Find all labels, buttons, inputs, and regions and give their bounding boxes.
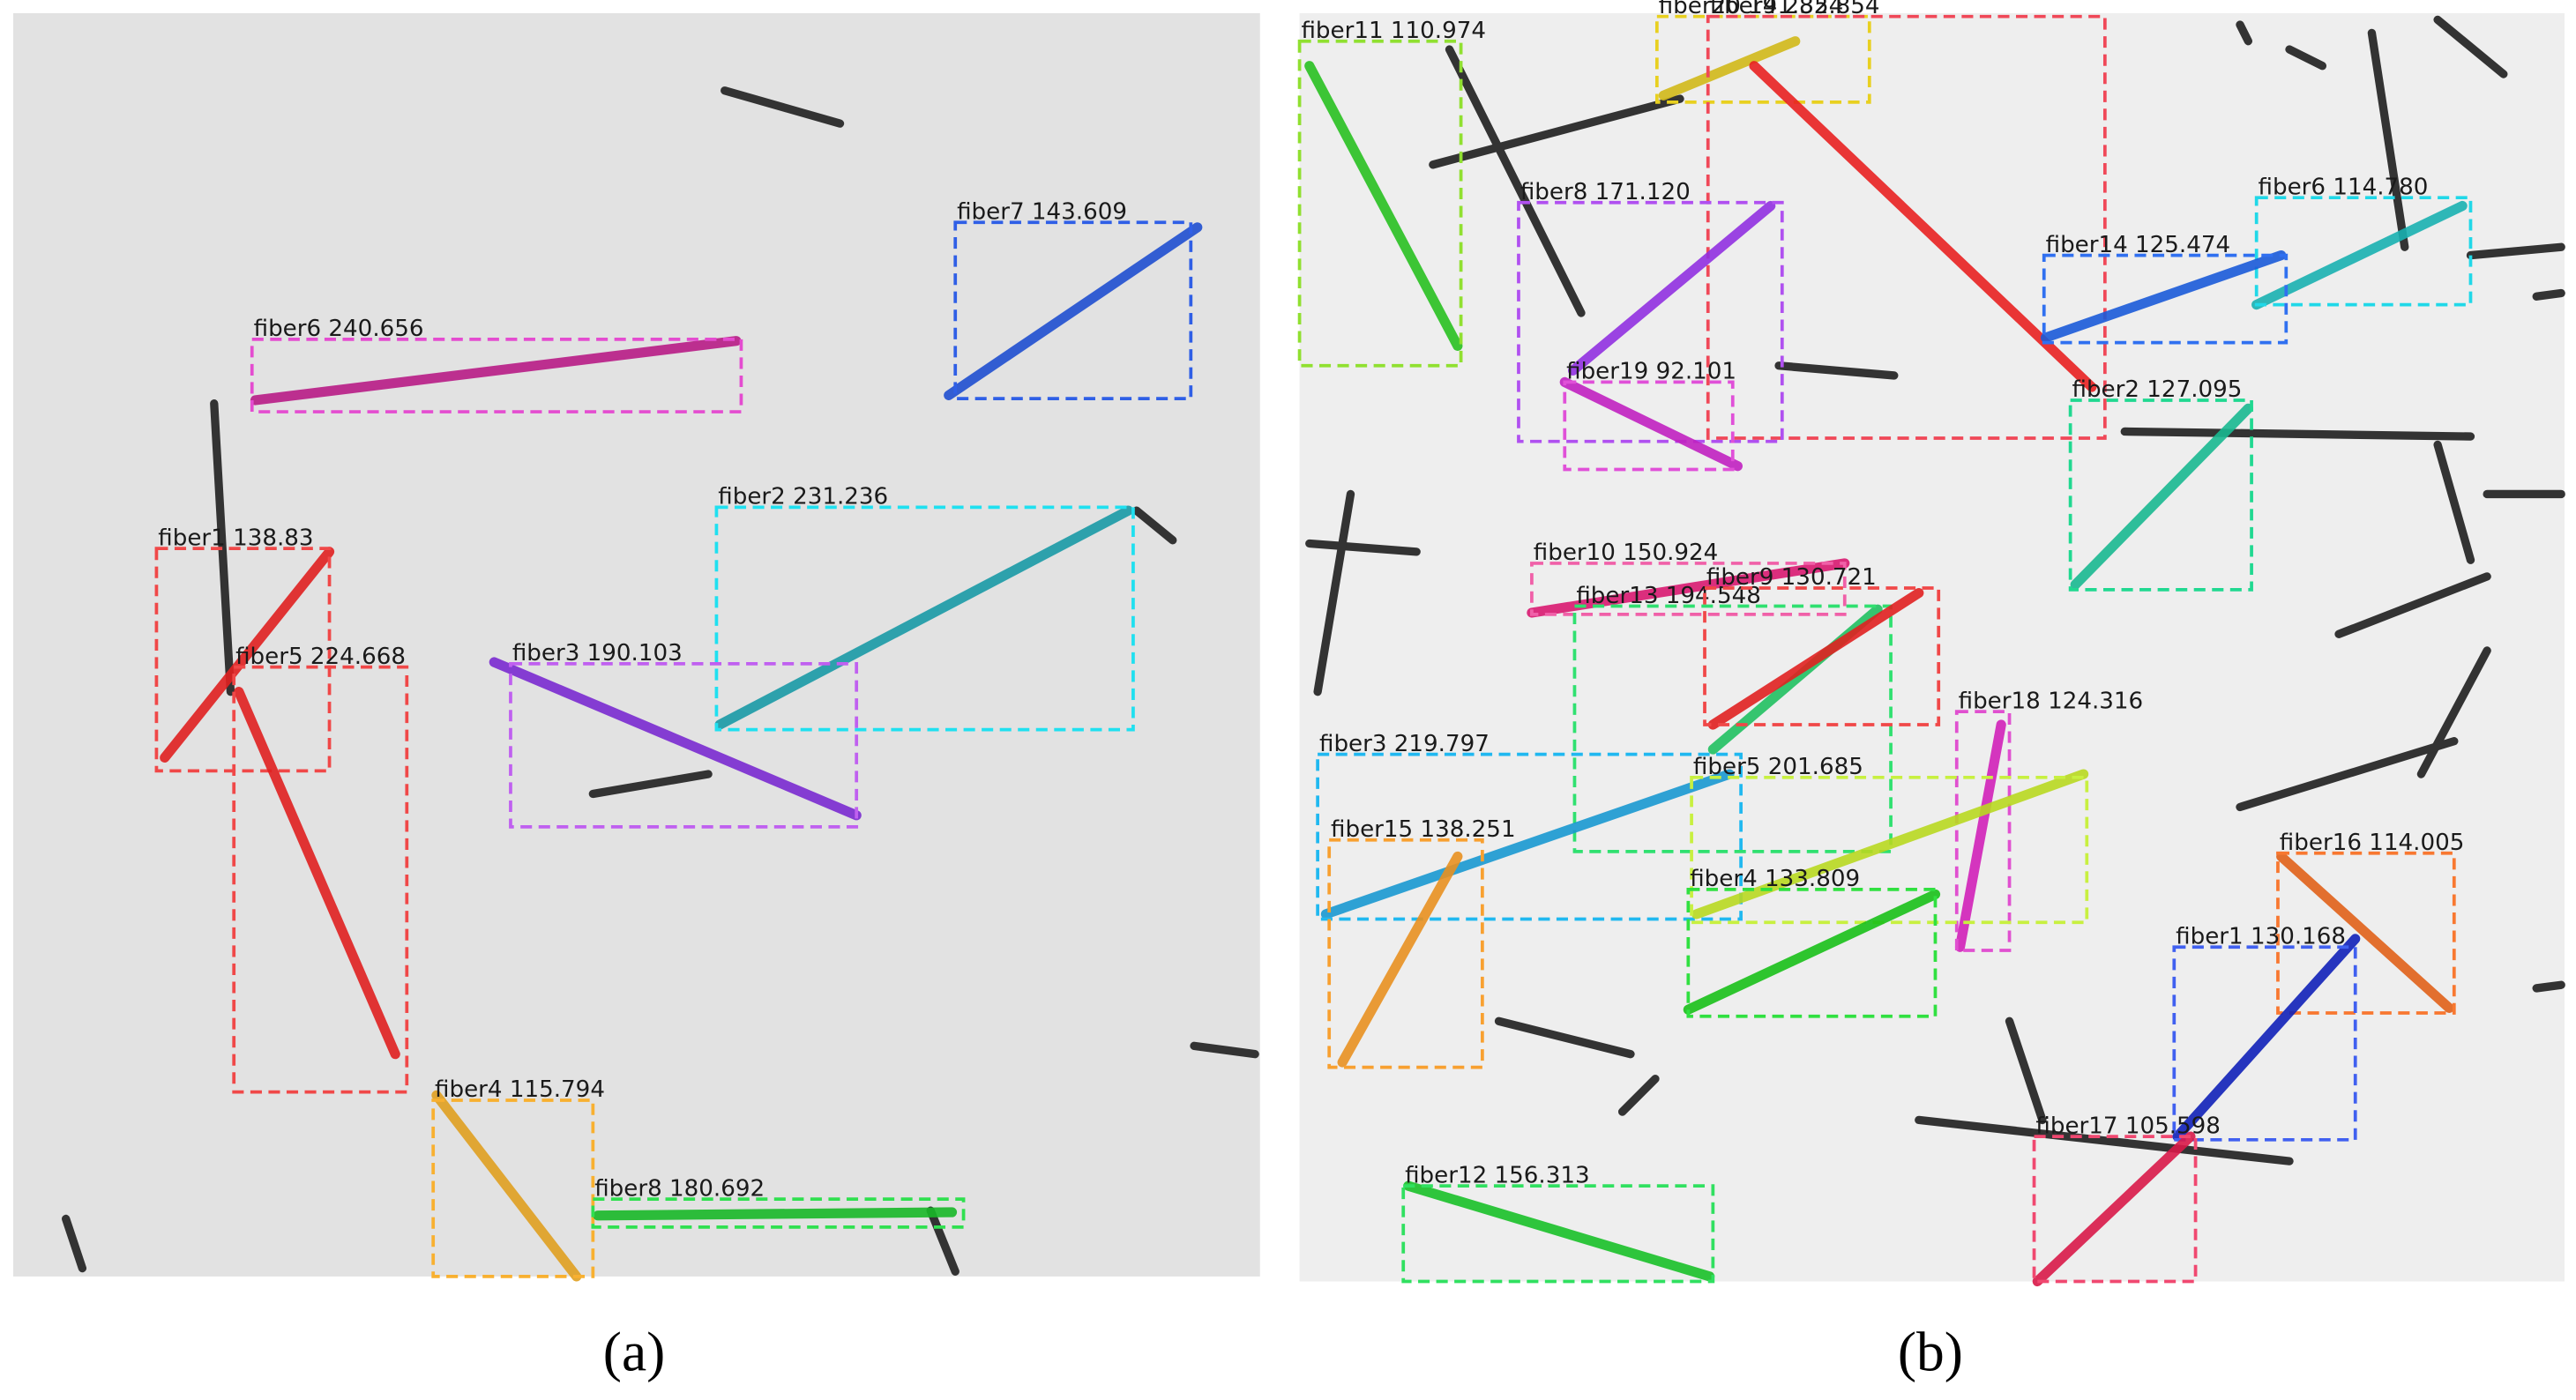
bounding-box bbox=[591, 1197, 966, 1229]
fiber-mask bbox=[2172, 934, 2361, 1142]
detection-label: fiber17 105.598 bbox=[2035, 1113, 2221, 1139]
bounding-box bbox=[1703, 586, 1941, 726]
detection-label: fiber8 180.692 bbox=[594, 1175, 765, 1202]
detection-label: fiber19 92.101 bbox=[1566, 359, 1736, 385]
detection-label: fiber1 130.168 bbox=[2176, 923, 2346, 949]
fiber-mask bbox=[1320, 769, 1735, 920]
fiber-mask bbox=[1568, 200, 1776, 376]
bounding-box bbox=[431, 1098, 595, 1278]
detection-label: fiber12 156.313 bbox=[1405, 1162, 1590, 1188]
bounding-box bbox=[1706, 14, 2107, 440]
fiber-mask bbox=[1337, 851, 1463, 1068]
fiber-mask bbox=[944, 222, 1203, 400]
bounding-box bbox=[1572, 604, 1893, 853]
detection-label: fiber2 231.236 bbox=[718, 484, 888, 510]
background-fibers bbox=[62, 15, 2565, 1276]
bounding-box bbox=[232, 665, 409, 1094]
detection-label: fiber9 282.854 bbox=[1710, 0, 1880, 19]
bounding-box bbox=[1954, 710, 2012, 952]
bounding-box bbox=[250, 337, 743, 413]
detection-label: fiber11 110.974 bbox=[1301, 18, 1486, 44]
detection-label: fiber20 141.354 bbox=[1659, 0, 1844, 19]
fiber-mask bbox=[1403, 1180, 1715, 1282]
bounding-box bbox=[1517, 200, 1784, 443]
detection-label: fiber4 115.794 bbox=[435, 1076, 605, 1103]
fiber-mask bbox=[1707, 587, 1924, 730]
detection-label: fiber5 224.668 bbox=[235, 644, 406, 670]
fiber-mask bbox=[250, 336, 742, 406]
bounding-box bbox=[154, 547, 332, 773]
fiber-mask bbox=[431, 1090, 582, 1282]
detection-label: fiber4 133.809 bbox=[1690, 866, 1860, 892]
panel-caption: (a) bbox=[603, 1320, 665, 1382]
bounding-box bbox=[509, 662, 859, 829]
detection-label: fiber6 114.780 bbox=[2259, 174, 2429, 200]
bounding-box bbox=[1316, 752, 1743, 921]
detection-label: fiber3 190.103 bbox=[512, 640, 683, 666]
panel-caption: (b) bbox=[1898, 1320, 1963, 1382]
fiber-mask bbox=[160, 547, 335, 763]
detections: fiber7 143.609 fiber6 240.656 fiber2 231.2… bbox=[154, 0, 2473, 1382]
detection-label: fiber14 125.474 bbox=[2046, 232, 2231, 258]
bounding-box bbox=[1686, 887, 1938, 1018]
detection-label: fiber1 138.83 bbox=[158, 525, 313, 551]
bounding-box bbox=[1690, 775, 2089, 925]
bounding-box bbox=[1530, 562, 1847, 616]
fiber-mask bbox=[1559, 376, 1743, 472]
fiber-mask bbox=[1658, 36, 1801, 101]
bounding-box bbox=[2276, 851, 2456, 1015]
fiber-mask bbox=[2070, 403, 2253, 590]
bounding-box bbox=[2032, 1135, 2198, 1284]
bounding-box bbox=[1401, 1184, 1715, 1284]
detection-label: fiber15 138.251 bbox=[1331, 816, 1516, 843]
fiber-mask bbox=[2032, 1131, 2196, 1287]
fiber-mask bbox=[714, 505, 1133, 730]
bounding-box bbox=[2172, 945, 2357, 1142]
detection-label: fiber3 219.797 bbox=[1319, 731, 1490, 757]
fiber-mask bbox=[489, 657, 862, 821]
fiber-mask bbox=[2276, 851, 2454, 1013]
detection-label: fiber7 143.609 bbox=[957, 198, 1127, 225]
detection-label: fiber10 150.924 bbox=[1534, 540, 1719, 566]
bounding-box bbox=[714, 505, 1135, 732]
panel-b-image bbox=[1299, 12, 2565, 1282]
bounding-box bbox=[1563, 380, 1735, 472]
detection-label: fiber6 240.656 bbox=[254, 316, 424, 342]
bounding-box bbox=[2254, 196, 2473, 307]
fiber-mask bbox=[1683, 889, 1941, 1015]
bounding-box bbox=[1327, 838, 1484, 1069]
fiber-mask bbox=[2251, 200, 2468, 310]
detection-label: fiber16 114.005 bbox=[2280, 830, 2465, 856]
detection-label: fiber2 127.095 bbox=[2072, 376, 2243, 403]
detection-label: fiber5 201.685 bbox=[1693, 754, 1863, 780]
fiber-mask bbox=[1749, 61, 2097, 392]
detection-label: fiber8 171.120 bbox=[1520, 179, 1691, 205]
detection-label: fiber18 124.316 bbox=[1959, 688, 2144, 714]
fiber-mask bbox=[593, 1207, 958, 1221]
bounding-box bbox=[2068, 398, 2253, 592]
fiber-mask bbox=[1304, 61, 1463, 351]
bounding-box bbox=[953, 220, 1193, 400]
bounding-box bbox=[1654, 14, 1871, 104]
fiber-mask bbox=[1954, 719, 2006, 952]
bounding-box bbox=[1297, 39, 1463, 368]
fiber-mask bbox=[2041, 249, 2287, 343]
detection-label: fiber9 130.721 bbox=[1706, 564, 1877, 591]
fiber-mask bbox=[234, 687, 400, 1060]
